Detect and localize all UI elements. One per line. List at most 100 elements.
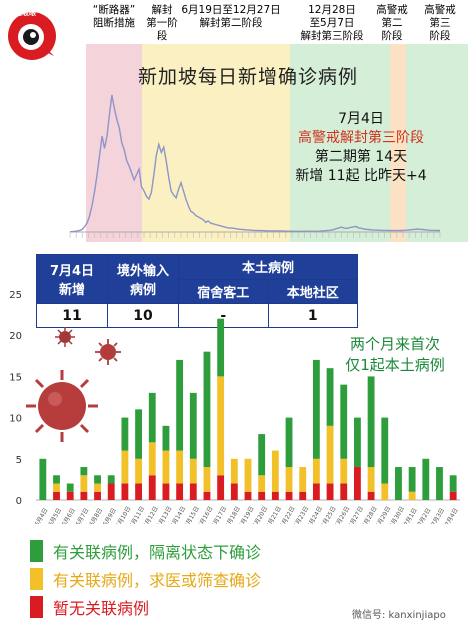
bar-segment [176, 359, 184, 451]
bar-segment [121, 450, 129, 484]
bar-segment [189, 458, 197, 484]
phase-label-phase-3: 12月28日 至5月7日 解封第三阶段 [300, 4, 364, 42]
legend-swatch-red [30, 596, 43, 618]
y-tick-label: 5 [16, 455, 22, 466]
bar-segment [449, 491, 457, 500]
y-tick-label: 0 [16, 496, 22, 507]
legend-label-yellow: 有关联病例，求医或筛查确诊 [53, 571, 262, 590]
bar-segment [340, 483, 348, 500]
x-tick-label: 7月3日 [430, 507, 446, 524]
bar-segment [80, 467, 88, 476]
band-circuit-breaker [86, 44, 138, 242]
bar-segment [135, 458, 142, 484]
info-box: 7月4日 高警戒解封第三阶段 第二期第 14天 新增 11起 比昨天+4 [286, 110, 436, 186]
bar-segment [271, 450, 279, 492]
daily-cases-line [69, 94, 440, 233]
bar-segment [80, 491, 88, 500]
x-tick-label: 6月5日 [47, 507, 63, 524]
timeline-svg [69, 44, 468, 242]
x-tick-label: 6月4日 [34, 507, 50, 524]
note-line-1: 两个月来首次 [349, 335, 440, 353]
bar-segment [285, 467, 293, 492]
bar-segment [148, 442, 156, 476]
x-tick-label: 6月6日 [61, 507, 77, 524]
bar-segment [312, 458, 320, 484]
bar-segment [449, 475, 457, 492]
bar-segment [436, 467, 443, 500]
table-header-date: 7月4日 新增 [36, 254, 108, 304]
virus-icon-small [55, 327, 75, 347]
bar-segment [271, 491, 279, 500]
logo: 新加坡眼 [4, 6, 60, 62]
virus-icon-medium [95, 339, 121, 365]
table-value-total: 11 [36, 303, 108, 328]
bar-chart: 05101520256月4日6月5日6月6日6月7日6月8日6月9日6月10日6… [9, 290, 460, 524]
bar-segment [340, 458, 348, 484]
legend-swatch-green [30, 540, 43, 562]
table-value-imported: 10 [107, 303, 179, 328]
bar-segment [244, 458, 252, 492]
x-tick-label: 6月7日 [75, 507, 91, 524]
bar-segment [422, 458, 430, 500]
bar-segment [176, 450, 184, 484]
band-heightened-2 [390, 44, 406, 242]
bar-segment [162, 425, 170, 451]
bar-segment [135, 483, 142, 500]
info-phase: 高警戒解封第三阶段 [298, 130, 424, 146]
x-tick-label: 6月9日 [102, 507, 118, 524]
bar-segment [121, 417, 129, 451]
y-tick-label: 15 [9, 372, 22, 383]
bar-segment [176, 483, 184, 500]
band-phase-1 [138, 44, 142, 242]
phase-label-heightened-2: 高警戒 第二 阶段 [376, 4, 408, 42]
bar-segment [381, 483, 389, 500]
bar-segment [258, 475, 266, 492]
legend-item-green: 有关联病例，隔离状态下确诊 [30, 540, 261, 562]
info-date: 7月4日 [338, 111, 384, 127]
logo-icon [8, 12, 56, 60]
bar-segment [367, 467, 375, 492]
bar-segment [162, 483, 170, 500]
legend-item-red: 暂无关联病例 [30, 596, 149, 618]
bar-segment [94, 491, 101, 500]
bar-segment [148, 392, 156, 443]
bar-segment [162, 450, 170, 484]
bar-segment [258, 434, 266, 476]
legend-swatch-yellow [30, 568, 43, 590]
x-tick-label: 7月2日 [417, 507, 433, 524]
bar-segment [299, 467, 307, 492]
bar-segment [148, 475, 156, 500]
y-tick-label: 25 [9, 290, 22, 301]
bar-segment [381, 417, 389, 484]
note-line-2: 仅1起本土病例 [345, 356, 445, 374]
case-table: 7月4日 新增 境外输入 病例 本土病例 宿舍客工 本地社区 11 10 - 1 [36, 254, 358, 328]
bar-segment [312, 483, 320, 500]
bar-segment [203, 351, 211, 468]
bar-segment [340, 384, 348, 459]
bar-segment [326, 368, 334, 426]
bar-segment [80, 475, 88, 492]
table-value-community: 1 [267, 303, 358, 328]
bar-segment [107, 483, 115, 500]
bar-segment [230, 483, 238, 500]
bar-segment [66, 483, 74, 492]
bar-segment [135, 409, 142, 459]
bar-segment [299, 491, 307, 500]
phase-label-circuit-breaker: “断路器” 阻断措施 [92, 4, 136, 29]
bar-segment [244, 491, 252, 500]
bar-segment [39, 458, 47, 500]
y-tick-label: 20 [9, 331, 22, 342]
x-tick-label: 6月8日 [88, 507, 104, 524]
timeline-chart: 新加坡眼 “断路器” 阻断措施 解封 第一阶段 6月19日至12月27日 解封第… [0, 0, 474, 250]
band-phase-3 [290, 44, 390, 242]
bar-segment [217, 376, 225, 476]
bar-segment [203, 491, 211, 500]
bar-segment [189, 483, 197, 500]
bar-segment [258, 491, 266, 500]
bar-segment [107, 475, 115, 484]
bar-segment [354, 417, 361, 468]
info-new-cases: 新增 11起 比昨天+4 [295, 168, 427, 184]
bar-segment [94, 483, 101, 492]
phase-label-phase-1: 解封 第一阶段 [146, 4, 178, 42]
bar-segment [230, 458, 238, 484]
